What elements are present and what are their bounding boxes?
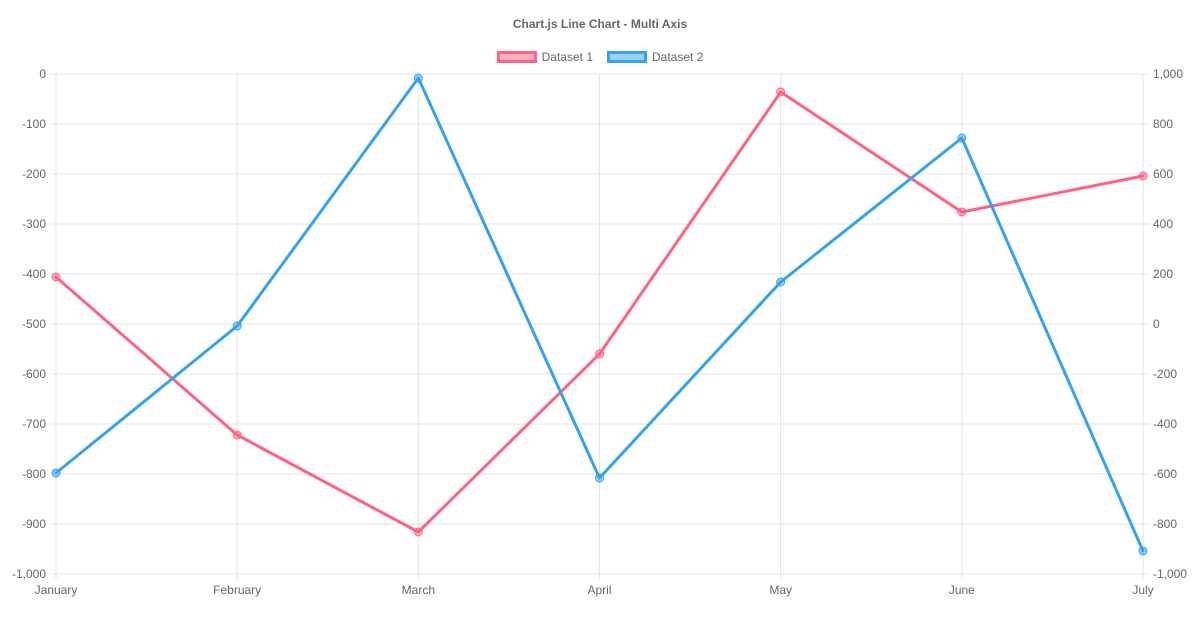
right-axis-tick-label: 1,000 xyxy=(1153,67,1183,81)
left-axis-tick-label: -400 xyxy=(22,267,46,281)
chart-title: Chart.js Line Chart - Multi Axis xyxy=(512,17,688,31)
x-axis-tick-label: February xyxy=(213,583,261,597)
data-point-dataset-1-june[interactable] xyxy=(957,207,967,217)
right-axis-tick-label: 0 xyxy=(1153,317,1160,331)
x-axis-tick-label: June xyxy=(949,583,975,597)
legend-label-dataset-1: Dataset 1 xyxy=(541,50,593,64)
data-point-dataset-1-may[interactable] xyxy=(776,87,786,97)
data-point-dataset-2-june[interactable] xyxy=(957,133,967,143)
x-axis-tick-label: April xyxy=(587,583,611,597)
legend-item-dataset-1[interactable]: Dataset 1 xyxy=(496,50,593,64)
left-axis-tick-label: -600 xyxy=(22,367,46,381)
right-axis-tick-label: 400 xyxy=(1153,217,1173,231)
left-axis-tick-label: 0 xyxy=(39,67,46,81)
left-axis-tick-label: -700 xyxy=(22,417,46,431)
x-axis-tick-label: March xyxy=(402,583,435,597)
right-axis-tick-label: -600 xyxy=(1153,467,1177,481)
data-point-dataset-2-may[interactable] xyxy=(776,277,786,287)
x-axis-tick-label: July xyxy=(1132,583,1153,597)
left-axis-tick-label: -900 xyxy=(22,517,46,531)
right-axis-tick-label: 600 xyxy=(1153,167,1173,181)
right-axis-tick-label: 200 xyxy=(1153,267,1173,281)
legend-swatch-dataset-2 xyxy=(607,51,647,63)
left-axis-tick-label: -300 xyxy=(22,217,46,231)
right-axis-tick-label: -400 xyxy=(1153,417,1177,431)
data-point-dataset-2-april[interactable] xyxy=(595,473,604,483)
data-point-dataset-1-january[interactable] xyxy=(51,272,61,282)
legend-label-dataset-2: Dataset 2 xyxy=(652,50,704,64)
left-axis-tick-label: -800 xyxy=(22,467,46,481)
left-axis-tick-label: -500 xyxy=(22,317,46,331)
right-axis-tick-label: 800 xyxy=(1153,117,1173,131)
left-axis-tick-label: -1,000 xyxy=(12,567,46,581)
right-axis-tick-label: -1,000 xyxy=(1153,567,1187,581)
legend-swatch-dataset-1 xyxy=(496,51,537,63)
right-axis-tick-label: -200 xyxy=(1153,367,1177,381)
data-point-dataset-1-april[interactable] xyxy=(595,349,604,359)
data-point-dataset-1-july[interactable] xyxy=(1138,171,1148,181)
data-point-dataset-2-march[interactable] xyxy=(413,73,423,83)
left-axis-tick-label: -200 xyxy=(22,167,46,181)
data-point-dataset-2-january[interactable] xyxy=(51,468,61,478)
data-point-dataset-1-march[interactable] xyxy=(413,527,423,537)
chart-legend: Dataset 1 Dataset 2 xyxy=(0,51,1200,63)
x-axis-tick-label: May xyxy=(769,583,792,597)
right-axis-tick-label: -800 xyxy=(1153,517,1177,531)
data-point-dataset-2-february[interactable] xyxy=(232,321,242,331)
data-point-dataset-1-february[interactable] xyxy=(232,430,242,440)
data-point-dataset-2-july[interactable] xyxy=(1138,546,1148,556)
legend-item-dataset-2[interactable]: Dataset 2 xyxy=(607,51,703,63)
left-axis-tick-label: -100 xyxy=(22,117,46,131)
x-axis-tick-label: January xyxy=(35,583,78,597)
